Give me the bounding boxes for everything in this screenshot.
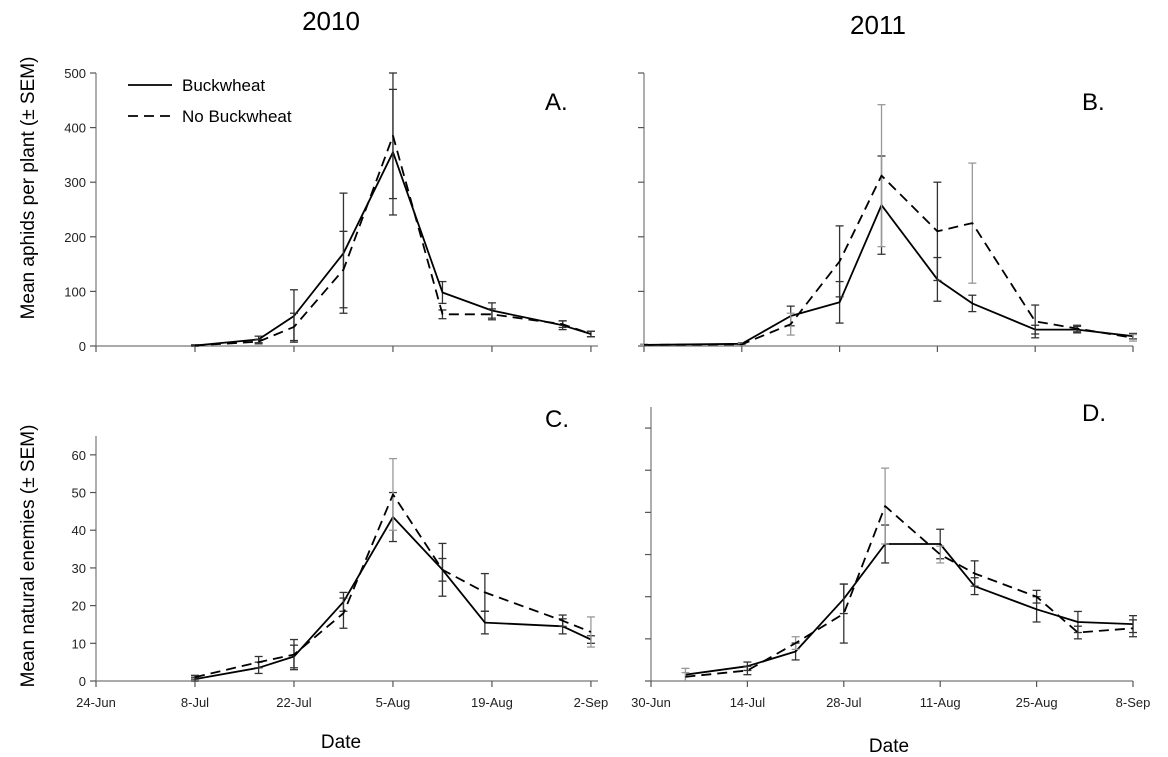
y-tick-label: 50 (72, 486, 86, 501)
series-line-buckwheat (643, 204, 1134, 346)
x-tick-label: 8-Jul (181, 695, 209, 710)
x-tick-label: 22-Jul (276, 695, 312, 710)
y-tick-label: 300 (64, 175, 86, 190)
y-tick-label: 30 (72, 561, 86, 576)
x-tick-label: 8-Sep (1116, 695, 1151, 710)
y-tick-label: 200 (64, 230, 86, 245)
x-tick-label: 25-Aug (1016, 695, 1058, 710)
x-tick-label: 11-Aug (920, 695, 961, 710)
panel-label-d: D. (1082, 400, 1106, 427)
y-tick-label: 40 (72, 523, 86, 538)
panel-a: 0 100 200 300 400 500 A. (64, 66, 598, 354)
y-axis-label-enemies: Mean natural enemies (± SEM) (18, 425, 39, 688)
y-tick-label: 60 (72, 448, 86, 463)
panel-label-c: C. (545, 406, 569, 433)
series-line-buckwheat (685, 543, 1134, 676)
series-line-no-buckwheat (643, 174, 1134, 346)
y-tick-label: 100 (64, 284, 86, 299)
y-tick-label: 0 (79, 674, 86, 689)
y-tick-label: 10 (72, 636, 86, 651)
panel-b: B. (638, 72, 1137, 352)
x-tick-label: 14-Jul (730, 695, 766, 710)
x-tick-label: 2-Sep (574, 695, 609, 710)
y-tick-label: 500 (64, 66, 86, 81)
x-axis-label-2010: Date (321, 732, 361, 753)
panel-label-b: B. (1082, 89, 1105, 116)
series-line-no-buckwheat (685, 505, 1134, 678)
legend-label-no-buckwheat: No Buckwheat (182, 107, 292, 126)
y-tick-label: 20 (72, 599, 86, 614)
year-title-2010: 2010 (302, 6, 360, 36)
x-tick-label: 30-Jun (631, 695, 671, 710)
x-tick-label: 24-Jun (76, 695, 116, 710)
series-line-no-buckwheat (194, 493, 592, 679)
legend: Buckwheat No Buckwheat (128, 76, 292, 126)
y-tick-label: 0 (79, 339, 86, 354)
panel-label-a: A. (545, 89, 568, 116)
x-tick-label: 5-Aug (376, 695, 411, 710)
panel-c: 0 10 20 30 40 50 60 24-Jun 8-Jul 22-Jul 5-Aug 19-Au… (72, 406, 609, 710)
year-title-2011: 2011 (850, 10, 906, 40)
x-tick-label: 19-Aug (471, 695, 513, 710)
series-line-no-buckwheat (194, 134, 592, 347)
y-axis-label-aphids: Mean aphids per plant (± SEM) (18, 57, 39, 320)
y-tick-label: 400 (64, 121, 86, 136)
x-tick-label: 28-Jul (826, 695, 862, 710)
legend-label-buckwheat: Buckwheat (182, 76, 265, 95)
x-axis-label-2011: Date (869, 736, 909, 757)
panel-d: 30-Jun 14-Jul 28-Jul 11-Aug 25-Aug 8-Sep D. (631, 400, 1150, 710)
